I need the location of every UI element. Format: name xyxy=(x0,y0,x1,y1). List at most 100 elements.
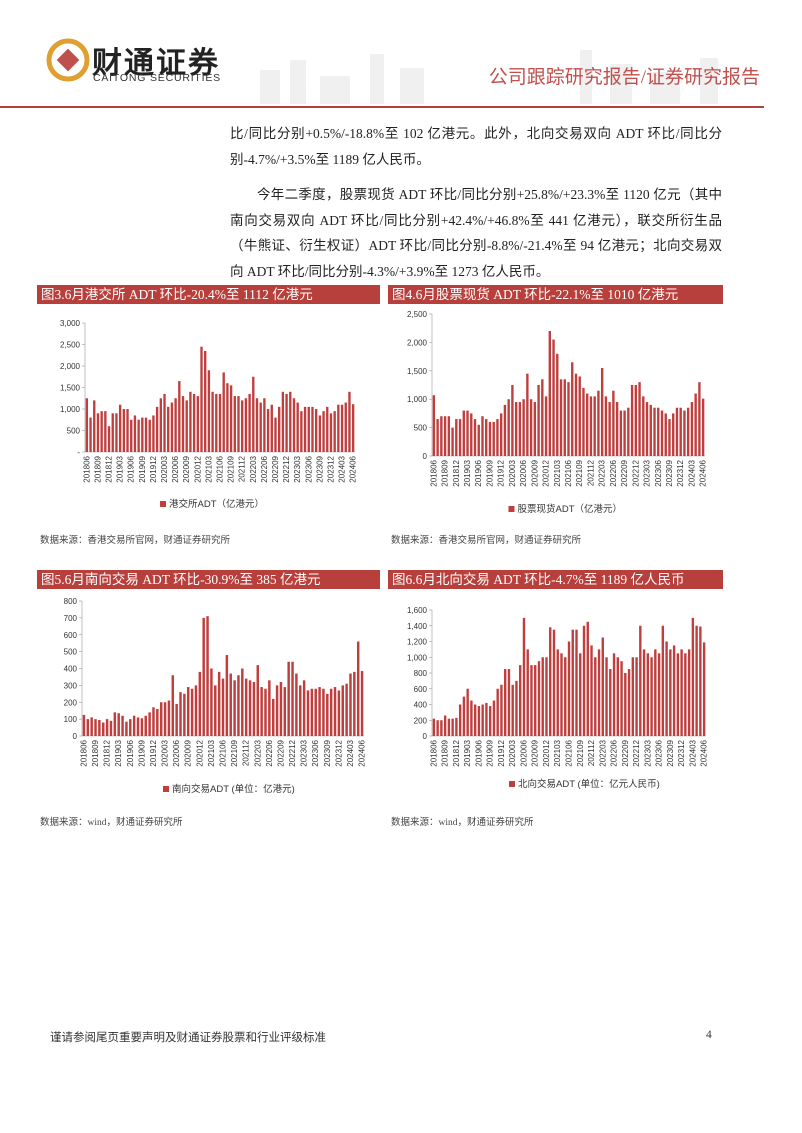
y-tick-label: 1,000 xyxy=(407,395,428,404)
x-tick-label: 202006 xyxy=(519,459,528,486)
bar xyxy=(612,653,616,736)
bar xyxy=(105,719,109,736)
y-tick-label: 1,200 xyxy=(407,638,428,647)
bar xyxy=(518,402,522,456)
x-tick-label: 202203 xyxy=(249,455,258,482)
bar xyxy=(466,688,469,736)
bar xyxy=(503,669,507,736)
bar xyxy=(170,402,174,452)
bar xyxy=(443,416,447,456)
legend-label: 股票现货ADT（亿港元） xyxy=(518,503,623,515)
bar xyxy=(277,406,281,452)
bar xyxy=(318,415,322,452)
bar xyxy=(179,692,182,736)
bar xyxy=(163,393,166,452)
bar xyxy=(451,718,454,736)
bar xyxy=(141,417,144,452)
bar xyxy=(200,346,203,452)
body-text: 比/同比分别+0.5%/-18.8%至 102 亿港元。此外，北向交易双向 AD… xyxy=(230,121,722,294)
y-tick-label: 500 xyxy=(414,424,428,433)
bar xyxy=(255,398,259,452)
bar xyxy=(206,616,209,736)
bar xyxy=(458,704,462,736)
bar xyxy=(515,680,518,736)
bar xyxy=(597,390,600,456)
x-tick-label: 202012 xyxy=(193,455,202,482)
bar xyxy=(307,406,310,452)
bar xyxy=(252,682,256,736)
x-tick-label: 201912 xyxy=(497,459,506,486)
bar xyxy=(322,688,325,736)
x-tick-label: 202206 xyxy=(265,739,274,766)
bar xyxy=(133,415,137,452)
bar xyxy=(300,411,303,452)
bar xyxy=(668,419,671,456)
header-rule xyxy=(0,106,764,108)
bar xyxy=(226,383,229,452)
bar xyxy=(252,376,255,452)
x-tick-label: 202112 xyxy=(242,739,251,766)
x-tick-label: 202306 xyxy=(304,455,313,482)
x-tick-label: 201909 xyxy=(485,459,494,486)
x-tick-label: 202209 xyxy=(271,455,280,482)
bar xyxy=(274,417,277,452)
y-tick-label: 2,500 xyxy=(60,341,81,350)
figure: 图4.6月股票现货 ADT 环比-22.1%至 1010 亿港元 0 500 1,0… xyxy=(388,285,723,534)
bar xyxy=(260,687,263,736)
x-tick-label: 201806 xyxy=(82,455,91,482)
bar xyxy=(514,402,518,456)
bar xyxy=(140,718,144,736)
bar xyxy=(507,399,510,456)
bar xyxy=(638,382,641,456)
y-tick-label: 1,500 xyxy=(407,367,428,376)
bar xyxy=(122,409,126,452)
bar xyxy=(470,413,473,456)
x-tick-label: 202209 xyxy=(276,739,285,766)
bar xyxy=(630,385,634,456)
bar xyxy=(470,700,473,736)
x-tick-label: 202209 xyxy=(621,739,630,766)
y-tick-label: 300 xyxy=(64,681,78,690)
x-tick-label: 201906 xyxy=(474,459,483,486)
x-tick-label: 202009 xyxy=(182,455,191,482)
x-tick-label: 202212 xyxy=(632,739,641,766)
bar xyxy=(473,704,477,736)
bar xyxy=(526,649,529,736)
bar xyxy=(604,396,608,456)
bar xyxy=(207,370,211,452)
x-tick-label: 202009 xyxy=(184,739,193,766)
bar xyxy=(537,661,541,736)
bar xyxy=(597,649,601,736)
bar xyxy=(104,411,107,452)
y-tick-label: 500 xyxy=(64,648,78,657)
x-tick-label: 202106 xyxy=(565,739,574,766)
x-tick-label: 202209 xyxy=(620,459,629,486)
bar xyxy=(627,669,631,736)
bar xyxy=(115,413,118,452)
bar xyxy=(102,722,105,736)
bar xyxy=(503,404,507,456)
bar xyxy=(229,673,232,736)
x-tick-label: 202206 xyxy=(609,459,618,486)
y-tick-label: 0 xyxy=(423,732,428,741)
source-note: 数据来源：香港交易所官网，财通证券研究所 xyxy=(391,536,582,546)
bar xyxy=(340,404,344,452)
bar xyxy=(500,684,503,736)
y-tick-label: 1,000 xyxy=(60,405,81,414)
y-tick-label: 400 xyxy=(414,701,428,710)
bar xyxy=(534,665,537,736)
bar xyxy=(121,715,124,736)
bar xyxy=(680,649,683,736)
bar xyxy=(601,637,604,736)
x-tick-label: 202003 xyxy=(508,739,517,766)
bar xyxy=(186,687,190,736)
bar xyxy=(237,396,240,452)
bar xyxy=(582,625,586,736)
x-tick-label: 201903 xyxy=(116,455,125,482)
bar xyxy=(222,372,225,452)
x-tick-label: 202309 xyxy=(666,739,675,766)
logo-subtext: CAITONG SECURITIES xyxy=(93,72,221,84)
x-tick-label: 202112 xyxy=(587,739,596,766)
x-tick-label: 202006 xyxy=(172,739,181,766)
bar xyxy=(341,685,344,736)
